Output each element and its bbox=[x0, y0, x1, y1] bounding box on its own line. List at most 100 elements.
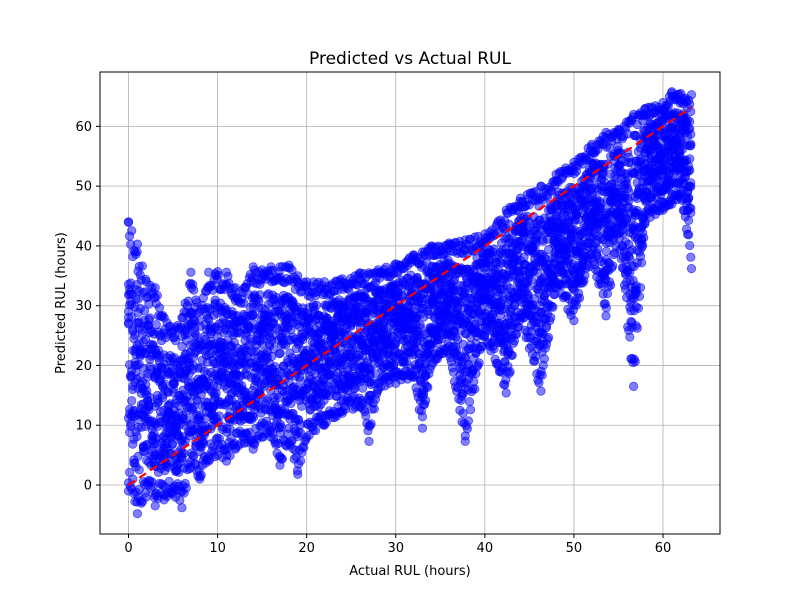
data-point bbox=[505, 367, 515, 377]
data-point bbox=[186, 462, 196, 472]
data-point bbox=[123, 486, 134, 496]
data-point bbox=[366, 419, 376, 429]
x-tick-label: 0 bbox=[124, 541, 132, 556]
data-point bbox=[132, 247, 142, 257]
data-point bbox=[141, 492, 151, 502]
data-point bbox=[275, 262, 285, 272]
data-point bbox=[139, 306, 150, 316]
data-point bbox=[686, 178, 696, 188]
y-tick-label: 40 bbox=[75, 239, 92, 254]
data-point bbox=[221, 267, 232, 277]
data-point bbox=[275, 460, 285, 470]
data-point bbox=[686, 252, 696, 262]
data-point bbox=[337, 274, 347, 284]
data-point bbox=[239, 283, 249, 293]
data-point bbox=[544, 332, 554, 343]
data-point bbox=[507, 350, 517, 360]
data-point bbox=[658, 205, 668, 215]
data-point bbox=[638, 241, 648, 251]
data-point bbox=[613, 229, 624, 239]
data-point bbox=[625, 332, 635, 342]
y-tick-label: 10 bbox=[75, 419, 92, 434]
data-point bbox=[127, 396, 137, 406]
data-point bbox=[186, 267, 196, 277]
y-tick-label: 60 bbox=[75, 120, 92, 135]
data-point bbox=[686, 129, 696, 140]
data-point bbox=[369, 404, 379, 414]
data-point bbox=[587, 253, 597, 263]
data-point bbox=[152, 290, 162, 301]
data-point bbox=[257, 432, 267, 442]
data-point bbox=[608, 261, 618, 271]
data-point bbox=[266, 262, 276, 272]
data-point bbox=[515, 313, 526, 323]
data-point bbox=[204, 456, 214, 466]
data-point bbox=[686, 90, 697, 100]
data-point bbox=[551, 169, 561, 179]
data-point bbox=[159, 495, 169, 505]
data-point bbox=[676, 88, 686, 99]
data-point bbox=[539, 354, 549, 364]
data-point bbox=[195, 474, 205, 484]
data-point bbox=[587, 139, 597, 149]
data-point bbox=[266, 432, 276, 442]
x-tick-label: 50 bbox=[566, 541, 583, 556]
data-point bbox=[319, 420, 330, 430]
data-point bbox=[613, 124, 624, 134]
data-point bbox=[391, 259, 401, 269]
scatter-points bbox=[123, 87, 697, 519]
data-point bbox=[212, 450, 223, 460]
data-point bbox=[158, 393, 168, 403]
data-point bbox=[606, 280, 616, 290]
data-point bbox=[684, 193, 694, 203]
data-point bbox=[515, 193, 526, 203]
data-point bbox=[536, 386, 546, 396]
data-point bbox=[391, 378, 401, 388]
y-tick-label: 50 bbox=[75, 180, 92, 195]
data-point bbox=[373, 265, 383, 275]
data-point bbox=[312, 300, 322, 310]
data-point bbox=[640, 217, 650, 227]
data-point bbox=[685, 240, 695, 251]
data-point bbox=[546, 312, 556, 323]
data-point bbox=[257, 265, 267, 275]
y-axis-label: Predicted RUL (hours) bbox=[54, 232, 69, 374]
data-point bbox=[464, 397, 475, 407]
data-point bbox=[685, 165, 695, 175]
data-point bbox=[639, 233, 649, 243]
data-point bbox=[248, 444, 258, 454]
data-point bbox=[214, 411, 224, 421]
data-point bbox=[417, 247, 428, 257]
data-point bbox=[601, 127, 611, 137]
data-point bbox=[284, 260, 294, 270]
data-point bbox=[686, 208, 696, 218]
data-point bbox=[132, 431, 142, 442]
data-point bbox=[480, 330, 490, 341]
data-point bbox=[593, 244, 603, 254]
data-point bbox=[628, 109, 639, 120]
data-point bbox=[408, 250, 419, 260]
data-point bbox=[127, 226, 137, 236]
data-point bbox=[189, 285, 199, 295]
data-point bbox=[640, 103, 650, 114]
data-point bbox=[548, 302, 558, 312]
data-point bbox=[628, 381, 639, 391]
data-point bbox=[444, 348, 454, 359]
y-tick-label: 0 bbox=[84, 478, 92, 493]
data-point bbox=[537, 370, 547, 380]
data-point bbox=[132, 509, 143, 519]
data-point bbox=[423, 382, 433, 392]
data-point bbox=[684, 215, 694, 225]
data-point bbox=[470, 384, 480, 394]
x-axis-label: Actual RUL (hours) bbox=[349, 564, 470, 579]
data-point bbox=[667, 199, 677, 209]
data-point bbox=[667, 87, 677, 97]
data-point bbox=[168, 324, 178, 335]
data-point bbox=[127, 312, 137, 322]
y-tick-label: 30 bbox=[75, 299, 92, 314]
x-tick-label: 40 bbox=[477, 541, 494, 556]
data-point bbox=[154, 303, 165, 313]
data-point bbox=[170, 336, 181, 346]
data-point bbox=[361, 411, 371, 421]
